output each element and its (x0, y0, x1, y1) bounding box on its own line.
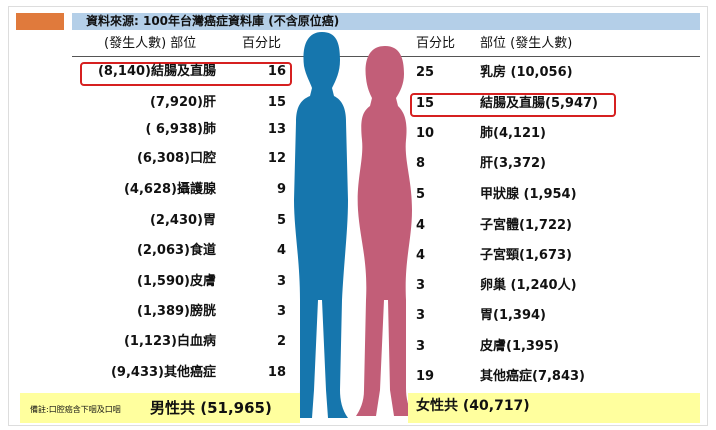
male-percent: 15 (268, 93, 286, 113)
footnote: 備註:口腔癌含下咽及口咽 (30, 400, 121, 420)
male-percent: 12 (268, 149, 286, 169)
female-site: 卵巢 (1,240人) (480, 276, 577, 296)
male-percent: 16 (268, 62, 286, 82)
male-percent: 3 (277, 272, 286, 292)
female-site: 皮膚(1,395) (480, 337, 559, 357)
female-percent: 3 (416, 276, 425, 296)
male-silhouette (290, 32, 348, 418)
female-percent: 19 (416, 367, 434, 387)
male-percent: 3 (277, 302, 286, 322)
female-percent: 3 (416, 337, 425, 357)
male-total: 男性共 (51,965) (150, 398, 272, 418)
female-percent: 25 (416, 63, 434, 83)
male-site: (1,389)膀胱 (137, 302, 216, 322)
male-site: (4,628)攝護腺 (124, 180, 216, 200)
female-site: 肺(4,121) (480, 124, 546, 144)
female-percent: 10 (416, 124, 434, 144)
male-percent: 18 (268, 363, 286, 383)
male-percent: 9 (277, 180, 286, 200)
male-percent: 13 (268, 120, 286, 140)
male-site: (6,308)口腔 (137, 149, 216, 169)
male-site: (9,433)其他癌症 (111, 363, 216, 383)
male-site: (2,430)胃 (150, 211, 216, 231)
female-site: 其他癌症(7,843) (480, 367, 585, 387)
female-total: 女性共 (40,717) (416, 396, 530, 416)
male-site: (2,063)食道 (137, 241, 216, 261)
female-site: 胃(1,394) (480, 306, 546, 326)
male-site: (7,920)肝 (150, 93, 216, 113)
female-percent: 4 (416, 216, 425, 236)
female-site: 甲狀腺 (1,954) (480, 185, 577, 205)
female-silhouette (356, 46, 414, 416)
female-percent: 3 (416, 306, 425, 326)
female-site: 肝(3,372) (480, 154, 546, 174)
male-percent: 2 (277, 332, 286, 352)
female-site: 子宮體(1,722) (480, 216, 572, 236)
female-percent: 5 (416, 185, 425, 205)
female-header-site: 部位 (發生人數) (480, 34, 572, 54)
male-site: (1,123)白血病 (124, 332, 216, 352)
female-percent: 4 (416, 246, 425, 266)
male-site: (8,140)結腸及直腸 (98, 62, 216, 82)
female-site: 結腸及直腸(5,947) (480, 94, 598, 114)
female-site: 乳房 (10,056) (480, 63, 573, 83)
page: 資料來源: 100年台灣癌症資料庫 (不含原位癌) (發生人數) 部位 百分比 … (0, 0, 716, 430)
male-site: (1,590)皮膚 (137, 272, 216, 292)
female-site: 子宮頸(1,673) (480, 246, 572, 266)
male-percent: 5 (277, 211, 286, 231)
female-header-percent: 百分比 (416, 34, 455, 54)
male-header-site: (發生人數) 部位 (104, 34, 196, 54)
male-site: ( 6,938)肺 (145, 120, 216, 140)
male-header-percent: 百分比 (242, 34, 281, 54)
female-percent: 8 (416, 154, 425, 174)
male-percent: 4 (277, 241, 286, 261)
female-percent: 15 (416, 94, 434, 114)
